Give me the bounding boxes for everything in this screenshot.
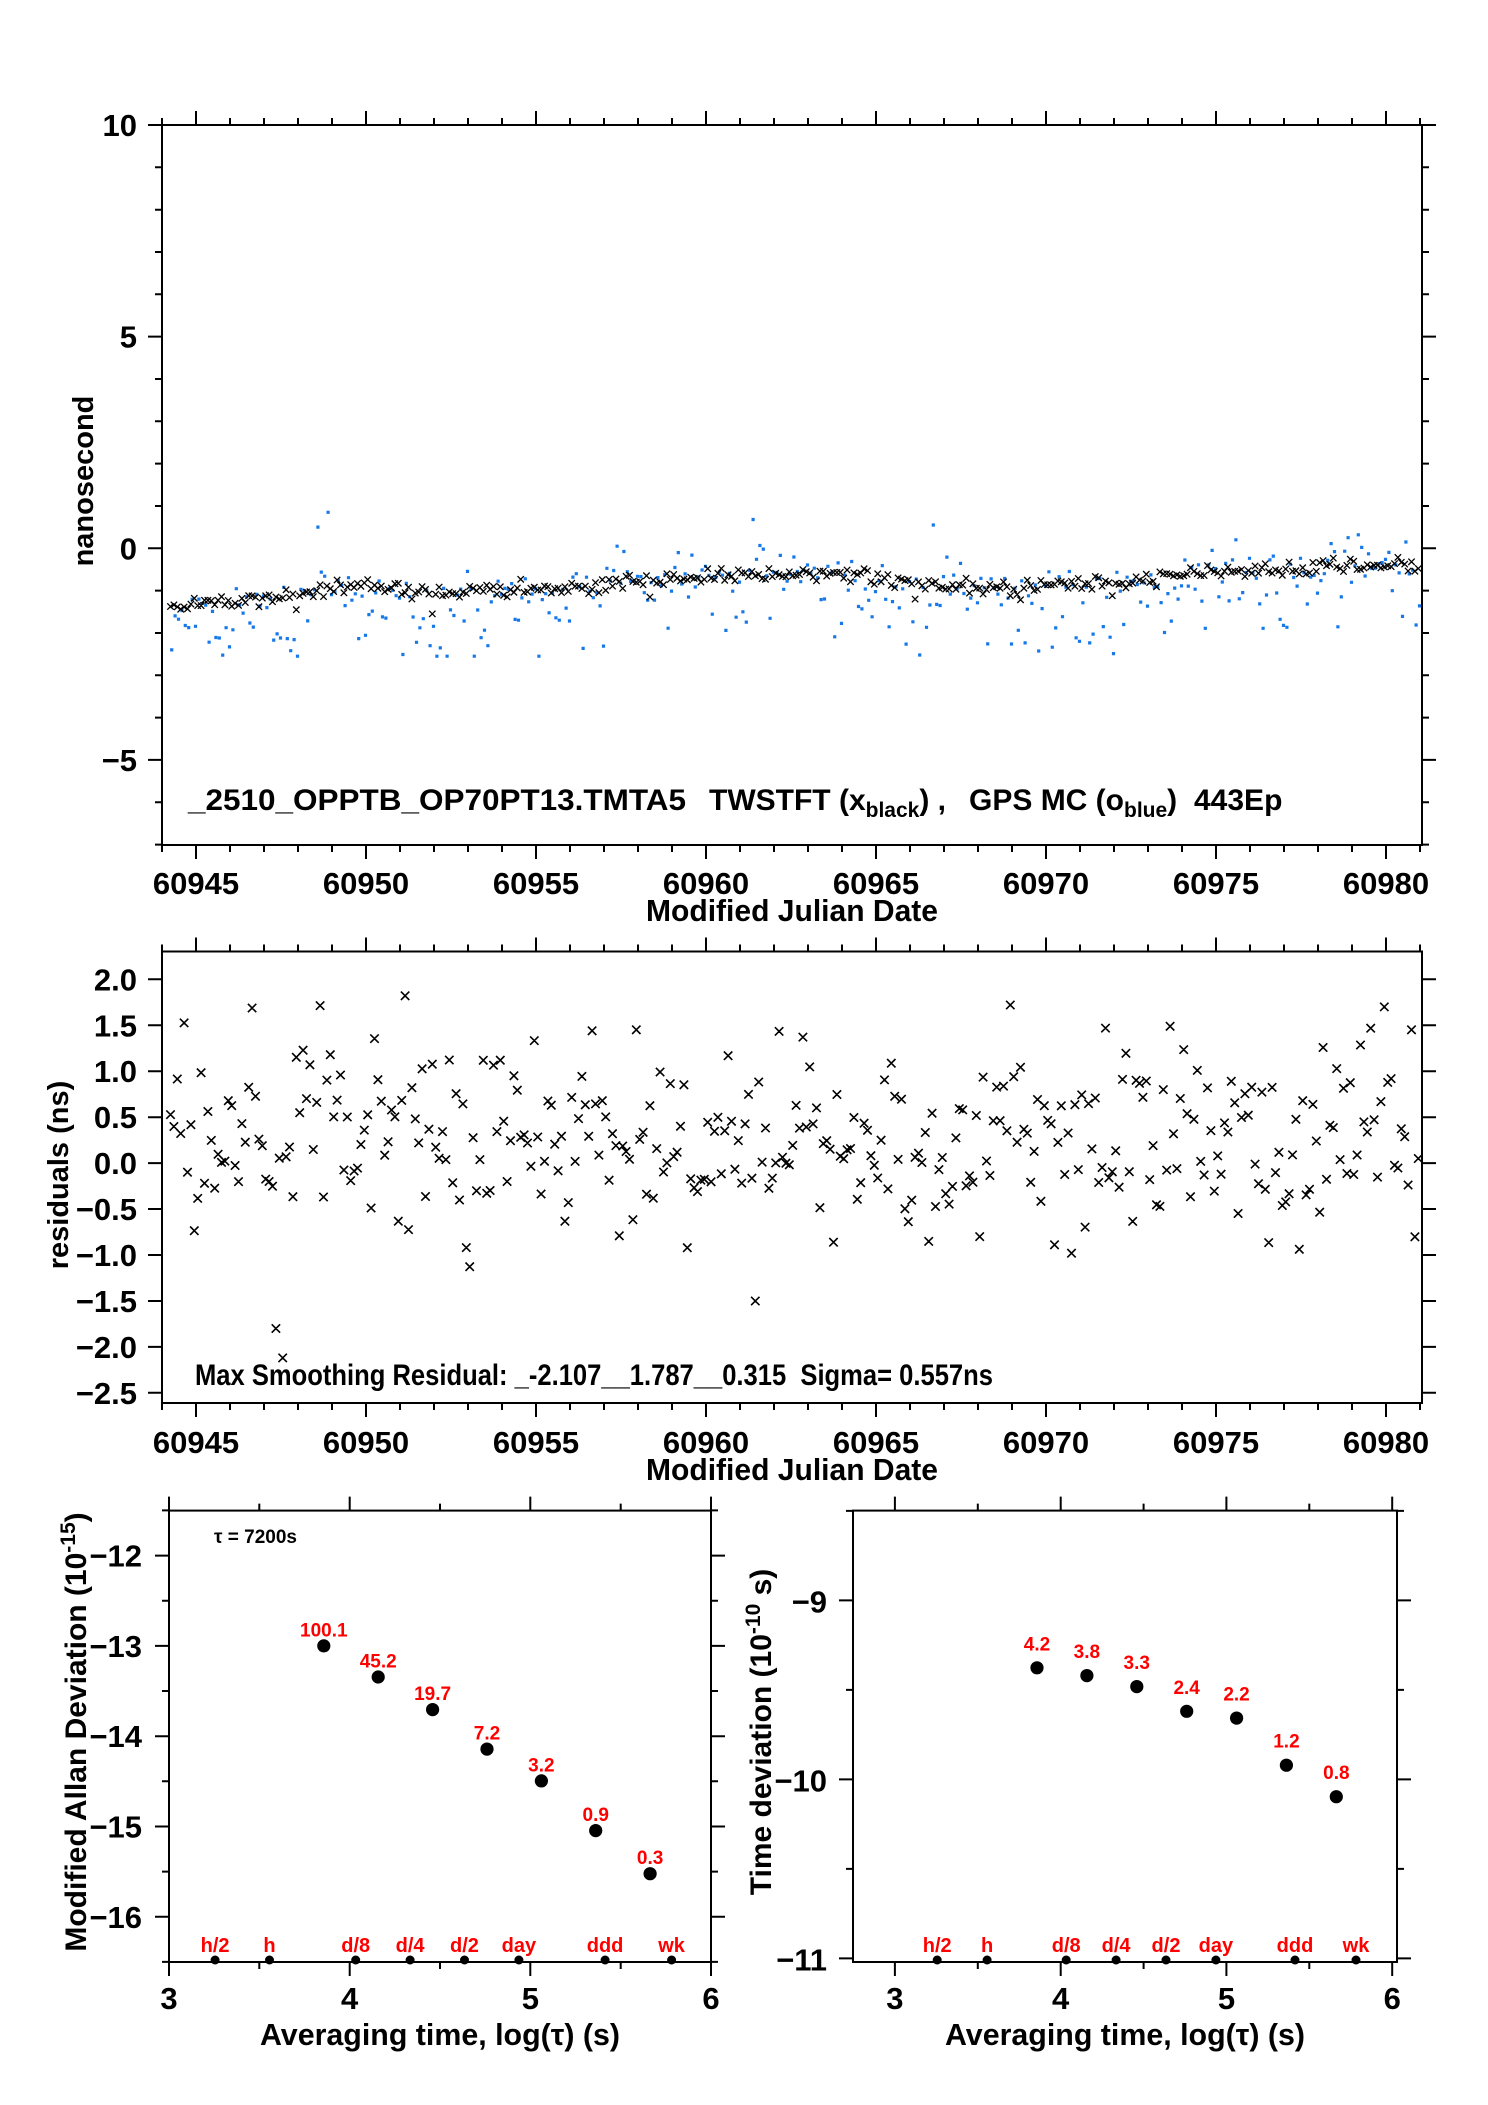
svg-text:60970: 60970 <box>1003 1425 1089 1460</box>
svg-text:3.3: 3.3 <box>1124 1653 1150 1674</box>
svg-text:−10: −10 <box>774 1763 827 1798</box>
svg-text:_2510_OPPTB_OP70PT13.TMTA5: _2510_OPPTB_OP70PT13.TMTA5 <box>187 784 686 817</box>
svg-text:5: 5 <box>1218 1981 1235 2016</box>
svg-text:−13: −13 <box>89 1629 142 1664</box>
svg-text:−12: −12 <box>89 1539 142 1574</box>
svg-text:60960: 60960 <box>663 866 749 901</box>
svg-text:60955: 60955 <box>493 866 579 901</box>
svg-text:60960: 60960 <box>663 1425 749 1460</box>
svg-text:0.9: 0.9 <box>583 1805 609 1826</box>
svg-text:wk: wk <box>657 1935 686 1957</box>
svg-text:10: 10 <box>103 108 137 143</box>
svg-text:ddd: ddd <box>1277 1935 1314 1957</box>
svg-text:60945: 60945 <box>153 1425 239 1460</box>
svg-text:Modified Allan Deviation (10-1: Modified Allan Deviation (10-15) <box>57 1512 93 1951</box>
svg-text:60950: 60950 <box>323 1425 409 1460</box>
svg-text:d/2: d/2 <box>1152 1935 1181 1957</box>
svg-text:0.5: 0.5 <box>94 1100 137 1135</box>
svg-text:60975: 60975 <box>1173 1425 1259 1460</box>
svg-text:0.8: 0.8 <box>1323 1763 1349 1784</box>
svg-text:60945: 60945 <box>153 866 239 901</box>
svg-text:TWSTFT (xblack) ,GPS MC (oblue: TWSTFT (xblack) , GPS MC (oblue) 443Ep <box>709 784 1282 822</box>
svg-text:60955: 60955 <box>493 1425 579 1460</box>
svg-text:100.1: 100.1 <box>300 1620 348 1641</box>
svg-text:5: 5 <box>120 320 137 355</box>
svg-text:4.2: 4.2 <box>1024 1634 1050 1655</box>
svg-text:h/2: h/2 <box>201 1935 230 1957</box>
svg-text:d/8: d/8 <box>341 1935 370 1957</box>
svg-text:60965: 60965 <box>833 1425 919 1460</box>
svg-text:60980: 60980 <box>1343 1425 1429 1460</box>
svg-text:60965: 60965 <box>833 866 919 901</box>
svg-text:6: 6 <box>702 1981 719 2016</box>
svg-text:Averaging time, log(τ) (s): Averaging time, log(τ) (s) <box>945 2017 1305 2052</box>
svg-text:6: 6 <box>1384 1981 1401 2016</box>
svg-text:Averaging time, log(τ) (s): Averaging time, log(τ) (s) <box>260 2017 620 2052</box>
svg-text:−0.5: −0.5 <box>76 1192 137 1227</box>
svg-text:0.3: 0.3 <box>637 1848 663 1869</box>
svg-text:ddd: ddd <box>587 1935 624 1957</box>
svg-text:45.2: 45.2 <box>360 1652 397 1673</box>
svg-text:4: 4 <box>1052 1981 1070 2016</box>
svg-text:7.2: 7.2 <box>474 1724 500 1745</box>
svg-text:wk: wk <box>1342 1935 1371 1957</box>
svg-text:−16: −16 <box>89 1900 142 1935</box>
svg-text:−15: −15 <box>89 1810 142 1845</box>
svg-text:0: 0 <box>120 531 137 566</box>
svg-text:1.2: 1.2 <box>1273 1732 1299 1753</box>
svg-text:2.2: 2.2 <box>1223 1685 1249 1706</box>
svg-text:h: h <box>981 1935 993 1957</box>
svg-text:−11: −11 <box>776 1942 827 1977</box>
svg-text:2.0: 2.0 <box>94 962 137 997</box>
svg-text:4: 4 <box>341 1981 359 2016</box>
svg-text:h/2: h/2 <box>923 1935 952 1957</box>
svg-text:day: day <box>502 1935 537 1957</box>
svg-text:−2.0: −2.0 <box>76 1330 137 1365</box>
svg-text:Modified Julian Date: Modified Julian Date <box>646 1452 938 1487</box>
svg-text:τ = 7200s: τ = 7200s <box>214 1527 297 1548</box>
svg-text:Max Smoothing Residual: _-2.10: Max Smoothing Residual: _-2.107__1.787__… <box>195 1359 993 1392</box>
svg-text:3: 3 <box>160 1981 177 2016</box>
svg-text:day: day <box>1199 1935 1234 1957</box>
svg-text:2.4: 2.4 <box>1173 1678 1200 1699</box>
svg-text:Modified Julian Date: Modified Julian Date <box>646 893 938 928</box>
svg-text:−1.5: −1.5 <box>76 1284 137 1319</box>
svg-text:3.2: 3.2 <box>528 1755 554 1776</box>
svg-text:1.5: 1.5 <box>94 1008 137 1043</box>
svg-text:residuals (ns): residuals (ns) <box>43 1081 75 1270</box>
svg-text:d/4: d/4 <box>1102 1935 1132 1957</box>
svg-text:−14: −14 <box>89 1719 142 1754</box>
svg-text:60950: 60950 <box>323 866 409 901</box>
svg-text:nanosecond: nanosecond <box>68 396 100 567</box>
svg-text:60970: 60970 <box>1003 866 1089 901</box>
svg-text:d/8: d/8 <box>1052 1935 1081 1957</box>
svg-text:d/4: d/4 <box>396 1935 426 1957</box>
svg-text:19.7: 19.7 <box>414 1684 451 1705</box>
svg-text:d/2: d/2 <box>450 1935 479 1957</box>
svg-text:3: 3 <box>886 1981 903 2016</box>
svg-text:60980: 60980 <box>1343 866 1429 901</box>
svg-text:60975: 60975 <box>1173 866 1259 901</box>
svg-text:1.0: 1.0 <box>94 1054 137 1089</box>
svg-text:3.8: 3.8 <box>1074 1642 1100 1663</box>
svg-text:−2.5: −2.5 <box>76 1376 137 1411</box>
svg-text:5: 5 <box>522 1981 539 2016</box>
svg-text:−5: −5 <box>102 743 137 778</box>
svg-text:h: h <box>263 1935 275 1957</box>
svg-text:−1.0: −1.0 <box>76 1238 137 1273</box>
svg-text:−9: −9 <box>792 1584 827 1619</box>
svg-text:0.0: 0.0 <box>94 1146 137 1181</box>
